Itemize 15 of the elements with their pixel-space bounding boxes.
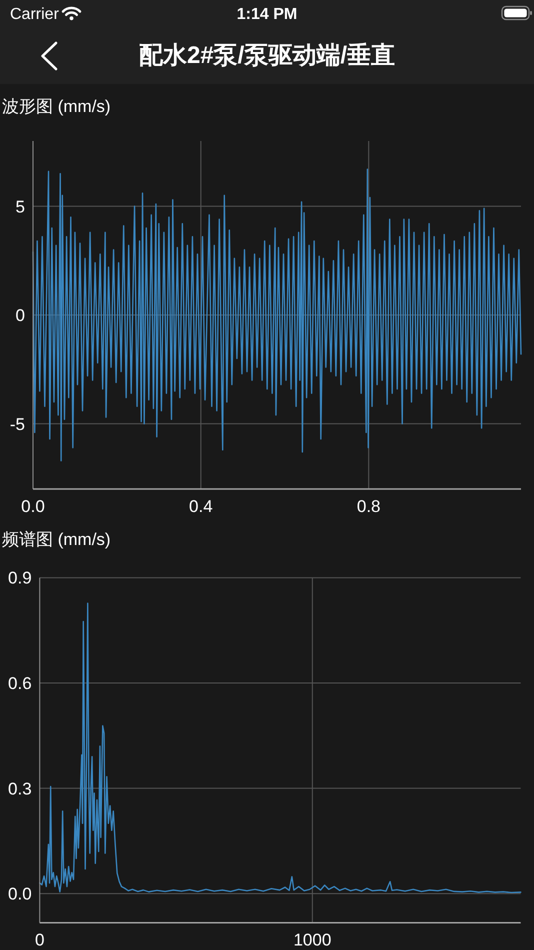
chart-title: 配水2#泵/泵驱动端/垂直 bbox=[138, 42, 396, 69]
y-axis-title: 波形图 (mm/s) bbox=[2, 97, 111, 116]
y-tick-label: -5 bbox=[10, 414, 25, 434]
y-tick-label: 0.0 bbox=[8, 884, 32, 904]
y-tick-label: 0.6 bbox=[8, 673, 32, 692]
y-tick-label: 0 bbox=[16, 306, 25, 324]
y-axis-title: 频谱图 (mm/s) bbox=[2, 530, 111, 549]
y-tick-label: 0.9 bbox=[8, 568, 32, 588]
text: 1:14 PM bbox=[236, 6, 298, 23]
y-tick-label: 5 bbox=[16, 196, 25, 216]
text: Carrier bbox=[10, 6, 60, 23]
x-tick-label: 1000 bbox=[293, 930, 332, 950]
x-tick-label: 0.4 bbox=[189, 497, 213, 516]
x-tick-label: 0.8 bbox=[356, 497, 381, 516]
y-tick-label: 0.3 bbox=[8, 778, 32, 798]
